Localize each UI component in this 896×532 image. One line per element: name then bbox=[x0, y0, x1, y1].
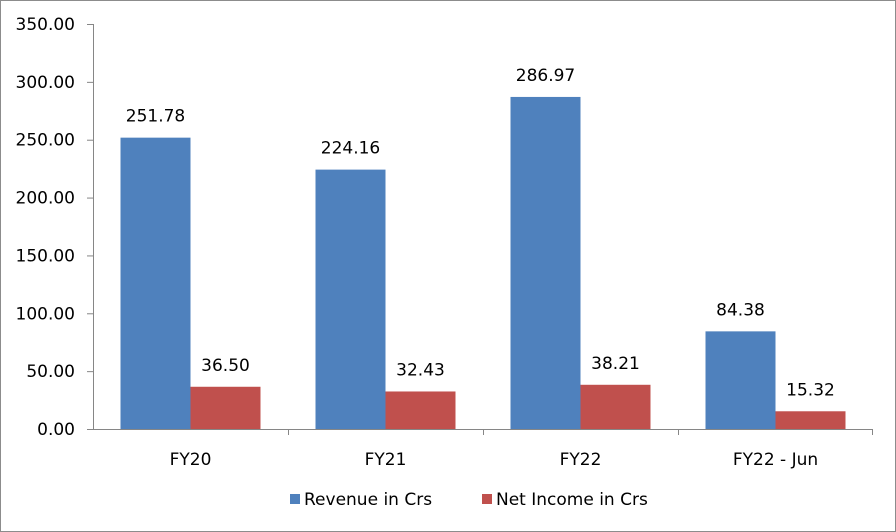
legend-swatch bbox=[290, 494, 300, 504]
legend: Revenue in Crs Net Income in Crs bbox=[290, 490, 648, 510]
legend-swatch bbox=[482, 494, 492, 504]
y-tick-label: 50.00 bbox=[26, 362, 75, 382]
x-tick-label: FY22 - Jun bbox=[733, 450, 818, 470]
data-label: 251.78 bbox=[126, 107, 185, 127]
axes bbox=[93, 24, 873, 430]
bar bbox=[775, 411, 846, 429]
legend-label: Net Income in Crs bbox=[496, 490, 648, 510]
data-label: 36.50 bbox=[201, 356, 250, 376]
x-tick-label: FY21 bbox=[365, 450, 407, 470]
bar bbox=[705, 331, 776, 429]
data-label: 38.21 bbox=[591, 354, 640, 374]
y-tick-label: 0.00 bbox=[37, 420, 75, 440]
y-tick-label: 200.00 bbox=[16, 189, 75, 209]
bar bbox=[580, 384, 651, 429]
data-label: 224.16 bbox=[321, 139, 380, 159]
bar bbox=[315, 169, 386, 429]
data-labels: 251.78 36.50 224.16 32.43 286.97 38.21 84.38 15… bbox=[126, 66, 835, 400]
legend-label: Revenue in Crs bbox=[304, 490, 432, 510]
x-axis-labels: FY20 FY21 FY22 FY22 - Jun bbox=[170, 429, 873, 470]
data-label: 15.32 bbox=[786, 380, 835, 400]
data-label: 286.97 bbox=[516, 66, 575, 86]
data-label: 84.38 bbox=[716, 300, 765, 320]
data-label: 32.43 bbox=[396, 360, 445, 380]
bar bbox=[510, 96, 581, 429]
bar bbox=[190, 386, 261, 429]
y-tick-label: 250.00 bbox=[16, 131, 75, 151]
bars bbox=[120, 96, 846, 429]
y-tick-label: 150.00 bbox=[16, 246, 75, 266]
y-tick-label: 100.00 bbox=[16, 304, 75, 324]
bar bbox=[385, 391, 456, 429]
y-axis-ticks: 0.00 50.00 100.00 150.00 200.00 250.00 300.00 3… bbox=[16, 15, 93, 440]
y-tick-label: 350.00 bbox=[16, 15, 75, 35]
y-tick-label: 300.00 bbox=[16, 73, 75, 93]
x-tick-label: FY22 bbox=[560, 450, 602, 470]
x-tick-label: FY20 bbox=[170, 450, 212, 470]
bar bbox=[120, 137, 191, 429]
